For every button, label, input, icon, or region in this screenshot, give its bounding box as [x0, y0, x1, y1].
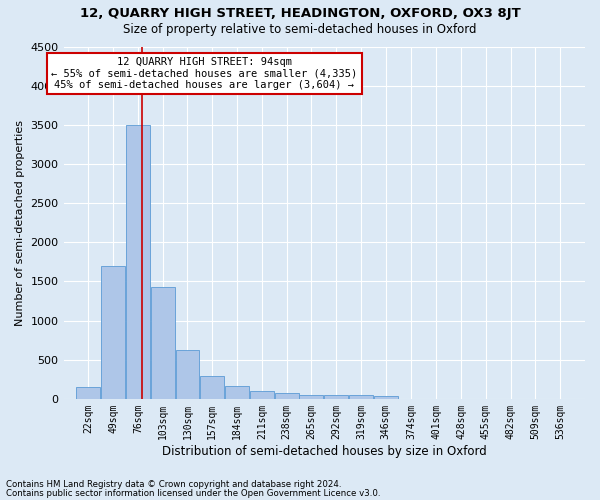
Bar [126, 125, 150, 399]
Bar [176, 350, 199, 399]
Bar [349, 396, 373, 399]
Bar [151, 287, 175, 399]
Bar [299, 394, 323, 399]
Text: 12 QUARRY HIGH STREET: 94sqm
← 55% of semi-detached houses are smaller (4,335)
4: 12 QUARRY HIGH STREET: 94sqm ← 55% of se… [51, 57, 358, 90]
Text: Contains HM Land Registry data © Crown copyright and database right 2024.: Contains HM Land Registry data © Crown c… [6, 480, 341, 489]
Bar [101, 266, 125, 399]
Y-axis label: Number of semi-detached properties: Number of semi-detached properties [15, 120, 25, 326]
Bar [250, 391, 274, 399]
Text: Size of property relative to semi-detached houses in Oxford: Size of property relative to semi-detach… [123, 22, 477, 36]
Bar [324, 396, 348, 399]
Bar [225, 386, 249, 399]
Bar [200, 376, 224, 399]
Text: Contains public sector information licensed under the Open Government Licence v3: Contains public sector information licen… [6, 489, 380, 498]
Text: 12, QUARRY HIGH STREET, HEADINGTON, OXFORD, OX3 8JT: 12, QUARRY HIGH STREET, HEADINGTON, OXFO… [80, 8, 520, 20]
X-axis label: Distribution of semi-detached houses by size in Oxford: Distribution of semi-detached houses by … [162, 444, 487, 458]
Bar [76, 387, 100, 399]
Bar [275, 393, 299, 399]
Bar [374, 396, 398, 399]
